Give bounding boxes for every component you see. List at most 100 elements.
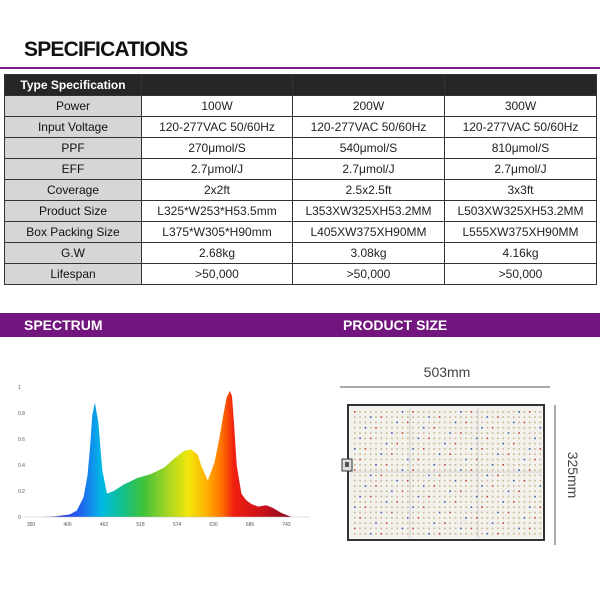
- header-cell: [141, 74, 293, 96]
- led-chip: [491, 416, 494, 418]
- led-chip: [460, 437, 462, 440]
- led-chip: [380, 522, 383, 524]
- led-chip: [444, 432, 446, 434]
- led-chip: [444, 453, 446, 455]
- led-chip: [369, 469, 372, 471]
- led-chip: [528, 426, 531, 429]
- led-chip: [475, 532, 478, 535]
- led-chip: [507, 432, 510, 434]
- led-chip: [375, 453, 377, 455]
- table-cell: 100W: [141, 95, 293, 117]
- led-chip: [528, 453, 531, 455]
- led-chip: [460, 501, 462, 503]
- led-chip: [354, 511, 356, 514]
- led-chip: [465, 485, 467, 487]
- led-chip: [502, 453, 504, 455]
- led-chip: [444, 474, 446, 477]
- led-chip: [364, 437, 367, 440]
- led-chip: [465, 511, 467, 514]
- led-chip: [401, 511, 404, 514]
- led-chip: [428, 453, 430, 455]
- led-chip: [407, 490, 409, 493]
- led-chip: [470, 421, 473, 424]
- led-chip: [438, 448, 441, 450]
- led-chip: [433, 453, 436, 455]
- led-chip: [518, 490, 520, 493]
- led-chip: [475, 453, 478, 455]
- led-chip: [497, 527, 499, 530]
- led-chip: [375, 527, 377, 530]
- x-tick-label: 462: [100, 522, 109, 528]
- led-chip: [364, 474, 367, 477]
- led-chip: [497, 437, 499, 440]
- led-chip: [391, 411, 393, 413]
- led-chip: [422, 469, 425, 471]
- led-chip: [354, 490, 356, 493]
- led-chip: [385, 511, 388, 514]
- led-chip: [422, 448, 425, 450]
- led-chip: [454, 453, 457, 455]
- led-chip: [523, 479, 526, 482]
- led-chip: [465, 432, 467, 434]
- led-chip: [539, 479, 542, 482]
- led-chip: [433, 469, 436, 471]
- led-chip: [438, 485, 441, 487]
- led-chip: [385, 448, 388, 450]
- width-label: 503mm: [424, 364, 471, 380]
- led-chip: [454, 479, 457, 482]
- led-chip: [534, 432, 536, 434]
- led-chip: [444, 527, 446, 530]
- led-chip: [428, 474, 430, 477]
- led-chip: [417, 506, 420, 508]
- led-chip: [359, 517, 361, 519]
- led-chip: [412, 511, 414, 514]
- table-cell: 2.5x2.5ft: [292, 179, 445, 201]
- led-chip: [444, 464, 446, 466]
- led-chip: [518, 501, 520, 503]
- led-chip: [534, 527, 536, 530]
- led-chip: [475, 464, 478, 466]
- led-chip: [460, 485, 462, 487]
- led-chip: [513, 437, 515, 440]
- led-chip: [460, 527, 462, 530]
- led-chip: [497, 421, 499, 424]
- led-chip: [364, 517, 367, 519]
- led-chip: [385, 453, 388, 455]
- led-chip: [433, 426, 436, 429]
- led-chip: [433, 485, 436, 487]
- table-cell: 3x3ft: [444, 179, 597, 201]
- led-chip: [539, 469, 542, 471]
- led-chip: [497, 453, 499, 455]
- led-chip: [407, 458, 409, 461]
- led-chip: [475, 411, 478, 413]
- led-chip: [497, 522, 499, 524]
- led-chip: [417, 522, 420, 524]
- led-chip: [486, 490, 489, 493]
- led-chip: [481, 522, 483, 524]
- led-chip: [465, 448, 467, 450]
- led-chip: [359, 474, 361, 477]
- led-chip: [528, 469, 531, 471]
- led-chip: [486, 495, 489, 498]
- led-chip: [502, 532, 504, 535]
- led-chip: [465, 527, 467, 530]
- led-chip: [518, 517, 520, 519]
- led-chip: [539, 490, 542, 493]
- led-chip: [497, 416, 499, 418]
- led-chip: [385, 437, 388, 440]
- led-chip: [454, 458, 457, 461]
- led-chip: [481, 458, 483, 461]
- led-chip: [417, 437, 420, 440]
- led-chip: [528, 479, 531, 482]
- led-chip: [380, 485, 383, 487]
- led-chip: [369, 453, 372, 455]
- led-chip: [364, 490, 367, 493]
- table-row: Power 100W 200W 300W: [4, 95, 597, 117]
- led-chip: [401, 532, 404, 535]
- led-chip: [433, 458, 436, 461]
- led-chip: [385, 421, 388, 424]
- led-chip: [438, 532, 441, 535]
- led-chip: [433, 511, 436, 514]
- led-chip: [539, 437, 542, 440]
- led-chip: [539, 426, 542, 429]
